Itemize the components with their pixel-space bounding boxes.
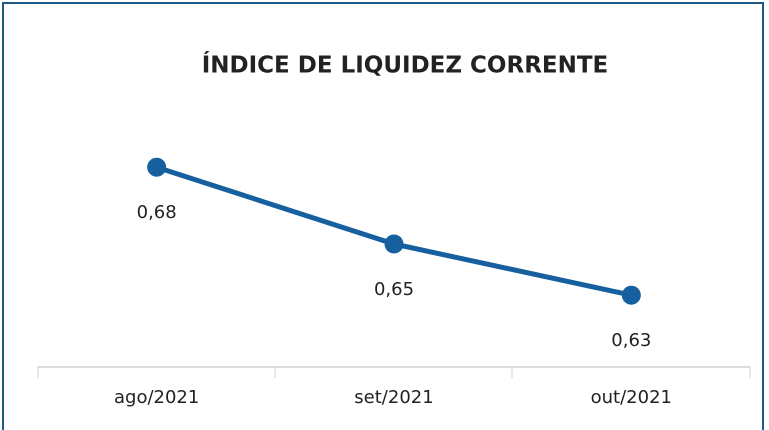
data-label: 0,63 (611, 330, 651, 351)
x-tick-label: set/2021 (354, 387, 433, 408)
marker (384, 234, 404, 254)
x-tick-label: out/2021 (591, 387, 672, 408)
data-label: 0,65 (374, 279, 414, 300)
data-label: 0,68 (137, 202, 177, 223)
x-axis (37, 366, 751, 378)
chart-title: ÍNDICE DE LIQUIDEZ CORRENTE (202, 51, 609, 79)
x-tick-label: ago/2021 (114, 387, 199, 408)
marker (147, 157, 167, 177)
marker (621, 285, 641, 305)
